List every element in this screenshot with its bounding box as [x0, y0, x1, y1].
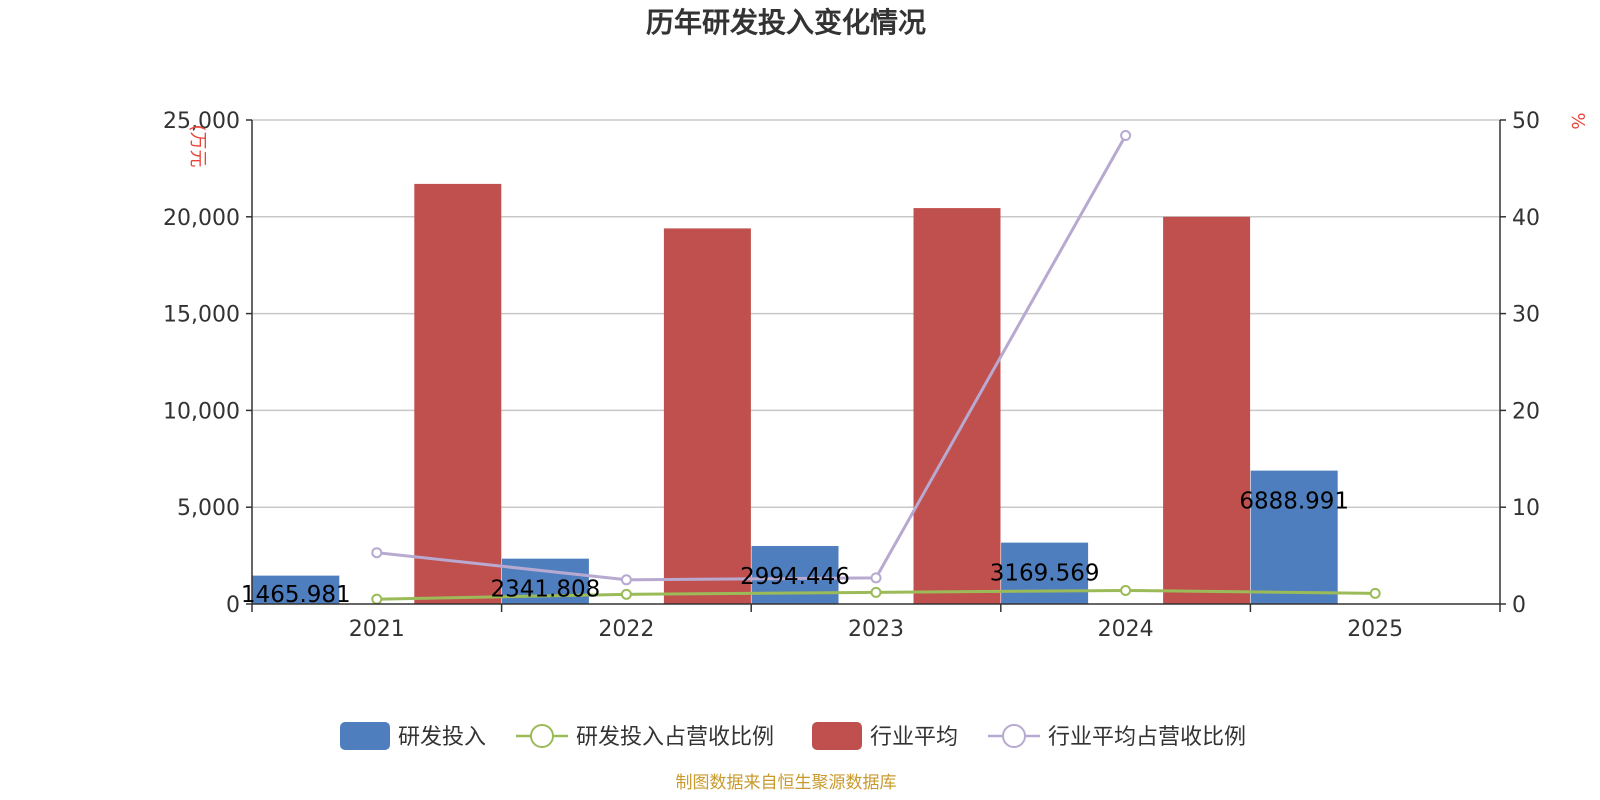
x-tick-label: 2023	[848, 617, 904, 642]
x-tick-label: 2021	[349, 617, 405, 642]
bar-value-label: 6888.991	[1239, 489, 1349, 515]
x-tick-label: 2022	[598, 617, 654, 642]
right-tick-label: 0	[1512, 593, 1526, 618]
legend: 研发投入 研发投入占营收比例 行业平均 行业平均占营收比例	[340, 722, 1246, 750]
line-point-行业平均占营收比例	[1120, 129, 1132, 141]
right-tick-label: 10	[1512, 496, 1540, 521]
legend-label[interactable]: 研发投入占营收比例	[576, 725, 774, 750]
right-tick-label: 40	[1512, 206, 1540, 231]
line-行业平均占营收比例	[376, 134, 1127, 582]
line-point-行业平均占营收比例	[620, 574, 632, 586]
bar-value-label: 2341.808	[491, 577, 601, 603]
left-tick-label: 25,000	[163, 109, 240, 134]
line-point-行业平均占营收比例	[371, 547, 383, 559]
bar-研发投入-2025	[1250, 470, 1338, 604]
left-tick-label: 5,000	[177, 496, 240, 521]
bar-研发投入-2021	[252, 575, 340, 604]
bar-value-label: 3169.569	[990, 561, 1100, 587]
data-labels: 1465.981 2341.808 2994.446 3169.569 6888.991	[241, 489, 1349, 608]
legend-label[interactable]: 研发投入	[398, 725, 486, 750]
legend-marker-研发投入占营收比例[interactable]	[530, 724, 554, 748]
right-tick-label: 20	[1512, 399, 1540, 424]
line-point-研发投入占营收比例	[620, 588, 632, 600]
bar-行业平均-2022	[663, 228, 751, 604]
left-tick-label: 20,000	[163, 206, 240, 231]
bar-value-label: 2994.446	[740, 564, 850, 590]
chart-title: 历年研发投入变化情况	[646, 6, 926, 39]
line-point-研发投入占营收比例	[1369, 587, 1381, 599]
bar-行业平均-2021	[414, 183, 502, 604]
legend-swatch-研发投入[interactable]	[340, 722, 390, 750]
left-tick-label: 10,000	[163, 399, 240, 424]
axes: 0 5,000 10,000 15,000 20,000 25,000 0 10 20 30 40 5…	[163, 109, 1540, 642]
legend-marker-行业平均占营收比例[interactable]	[1002, 724, 1026, 748]
right-tick-label: 50	[1512, 109, 1540, 134]
left-tick-label: 0	[226, 593, 240, 618]
line-point-研发投入占营收比例	[870, 586, 882, 598]
lines	[371, 129, 1381, 605]
x-tick-label: 2024	[1098, 617, 1154, 642]
right-axis-unit: %	[1567, 112, 1588, 129]
bar-行业平均-2024	[1163, 216, 1251, 605]
line-point-行业平均占营收比例	[870, 572, 882, 584]
left-tick-label: 15,000	[163, 303, 240, 328]
left-axis-unit: (万元	[187, 124, 208, 167]
data-source: 制图数据来自恒生聚源数据库	[676, 773, 897, 793]
legend-label[interactable]: 行业平均	[870, 725, 958, 750]
legend-swatch-行业平均[interactable]	[812, 722, 862, 750]
bar-value-label: 1465.981	[241, 582, 351, 608]
right-tick-label: 30	[1512, 303, 1540, 328]
bar-研发投入-2024	[1001, 542, 1089, 604]
bar-行业平均-2023	[913, 208, 1001, 604]
bars	[252, 183, 1338, 605]
line-point-研发投入占营收比例	[1120, 584, 1132, 596]
line-point-研发投入占营收比例	[371, 593, 383, 605]
legend-label[interactable]: 行业平均占营收比例	[1048, 725, 1246, 750]
x-tick-label: 2025	[1347, 617, 1403, 642]
